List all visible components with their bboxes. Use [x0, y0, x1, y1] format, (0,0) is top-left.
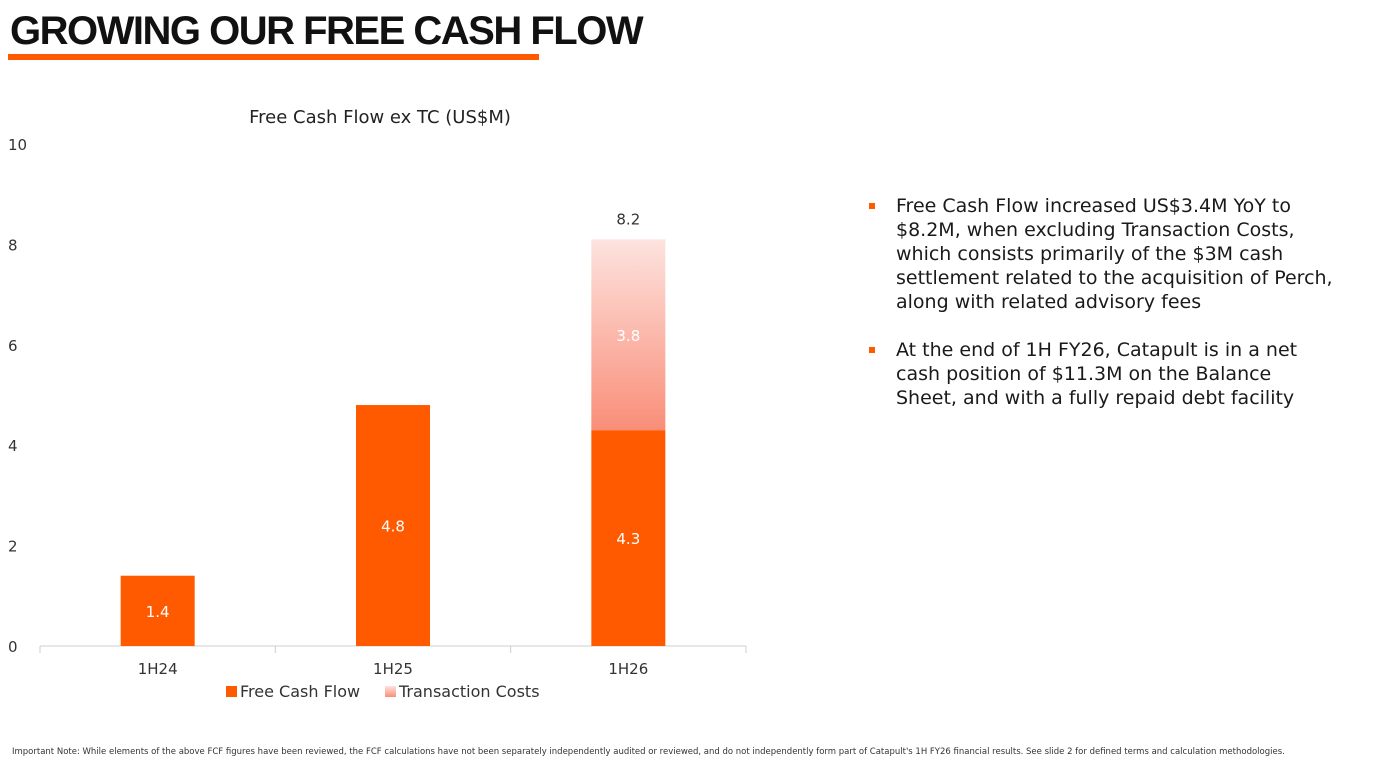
data-label-free-cash-flow: 1.4: [146, 603, 170, 621]
data-label-free-cash-flow: 4.8: [381, 518, 405, 536]
bullet-item: Free Cash Flow increased US$3.4M YoY to …: [866, 194, 1336, 314]
bar-transaction-costs: [591, 239, 666, 431]
y-tick-label: 2: [8, 538, 18, 556]
commentary-bullets: Free Cash Flow increased US$3.4M YoY to …: [866, 194, 1336, 434]
bar-free-cash-flow: [591, 430, 666, 646]
legend-label-free-cash-flow: Free Cash Flow: [240, 682, 360, 701]
x-tick-label: 1H24: [138, 660, 178, 678]
x-tick-label: 1H26: [608, 660, 648, 678]
y-tick-label: 10: [8, 136, 27, 154]
x-tick-label: 1H25: [373, 660, 413, 678]
y-tick-label: 0: [8, 638, 18, 656]
footnote: Important Note: While elements of the ab…: [12, 747, 1285, 757]
bullet-text: Free Cash Flow increased US$3.4M YoY to …: [896, 195, 1333, 313]
data-label-total: 8.2: [616, 210, 640, 228]
legend-label-transaction-costs: Transaction Costs: [398, 682, 540, 701]
legend-swatch-transaction-costs: [385, 686, 396, 697]
y-tick-label: 6: [8, 337, 18, 355]
page-title: GROWING OUR FREE CASH FLOW: [10, 9, 644, 53]
bullet-text: At the end of 1H FY26, Catapult is in a …: [896, 339, 1298, 409]
bullet-item: At the end of 1H FY26, Catapult is in a …: [866, 338, 1336, 410]
data-label-transaction-costs: 3.8: [616, 327, 640, 345]
bullet-marker: [869, 347, 875, 353]
bullet-marker: [869, 203, 875, 209]
fcf-bar-chart: Free Cash Flow ex TC (US$M) 0 2 4 6 8 10 1H24…: [8, 107, 747, 701]
legend-swatch-free-cash-flow: [226, 686, 237, 697]
bars: 1.4 4.8 4.3 3.8 8.2: [120, 210, 666, 646]
title-underline: [8, 54, 539, 60]
chart-legend: Free Cash Flow Transaction Costs: [226, 682, 540, 701]
y-axis: 0 2 4 6 8 10: [8, 136, 27, 656]
x-axis: 1H24 1H25 1H26: [39, 645, 747, 678]
y-tick-label: 8: [8, 236, 18, 254]
data-label-free-cash-flow: 4.3: [616, 530, 640, 548]
chart-title: Free Cash Flow ex TC (US$M): [249, 107, 511, 128]
y-tick-label: 4: [8, 437, 18, 455]
bar-free-cash-flow: [356, 405, 430, 646]
bar-free-cash-flow: [120, 575, 195, 646]
